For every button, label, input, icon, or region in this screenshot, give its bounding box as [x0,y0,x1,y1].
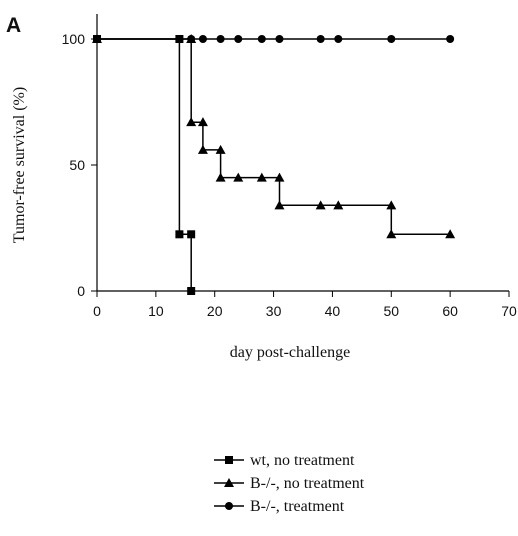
legend: wt, no treatment B-/-, no treatment B-/-, … [214,452,365,515]
data-point-triangle [233,172,244,182]
data-point-triangle [186,117,197,127]
legend-marker-circle [225,502,233,510]
data-point-circle [187,35,196,43]
legend-label: B-/-, treatment [250,498,345,515]
x-tick-label: 40 [325,303,341,319]
data-point-triangle [215,172,226,182]
data-point-triangle [315,200,326,210]
data-point-circle [387,35,396,43]
legend-label: wt, no treatment [250,452,355,469]
y-axis-title: Tumor-free survival (%) [11,87,28,243]
x-tick-label: 60 [442,303,458,319]
x-tick-label: 50 [383,303,399,319]
data-point-triangle [215,144,226,154]
x-tick-label: 10 [148,303,164,319]
data-point-square [175,230,184,239]
data-point-circle [93,35,101,43]
panel-label: A [6,14,21,37]
y-tick-label: 0 [77,283,85,299]
y-tick-label: 50 [69,157,85,173]
data-point-circle [316,35,325,43]
x-tick-label: 70 [501,303,517,319]
data-point-circle [446,35,455,43]
series-line-2 [97,38,451,236]
y-tick-label: 100 [62,31,86,47]
x-tick-label: 30 [266,303,282,319]
data-point-square [187,287,196,295]
plot-area: 0 10 20 30 40 50 60 70 0 50 100 [62,14,517,319]
data-point-triangle [197,144,208,154]
series-line-1 [97,38,192,291]
data-point-circle [257,35,266,43]
data-point-triangle [386,200,397,210]
data-point-triangle [386,229,397,239]
data-point-circle [275,35,284,43]
data-point-triangle [274,200,285,210]
legend-marker-triangle [224,478,234,487]
legend-label: B-/-, no treatment [250,475,365,492]
data-point-triangle [445,229,456,239]
data-point-square [187,230,196,239]
data-point-triangle [333,200,344,210]
legend-marker-square [225,456,233,464]
data-point-triangle [197,117,208,127]
data-point-circle [334,35,343,43]
x-tick-label: 20 [207,303,223,319]
data-point-triangle [274,172,285,182]
x-tick-label: 0 [93,303,101,319]
data-point-circle [234,35,243,43]
x-axis-title: day post-challenge [230,344,350,361]
data-point-triangle [256,172,267,182]
data-point-circle [198,35,207,43]
data-point-circle [216,35,225,43]
